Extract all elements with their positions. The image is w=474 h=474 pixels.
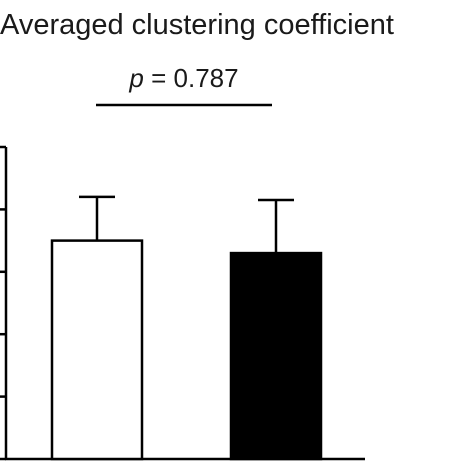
- p-value-label: p = 0.787: [128, 63, 238, 93]
- p-value-number: = 0.787: [144, 63, 239, 93]
- bar-2: [229, 251, 323, 461]
- chart-title: Averaged clustering coefficient: [0, 9, 394, 41]
- p-value-symbol: p: [128, 63, 143, 93]
- bars: [50, 195, 323, 461]
- y-axis-ticks: [0, 145, 6, 461]
- bar-1: [50, 239, 144, 461]
